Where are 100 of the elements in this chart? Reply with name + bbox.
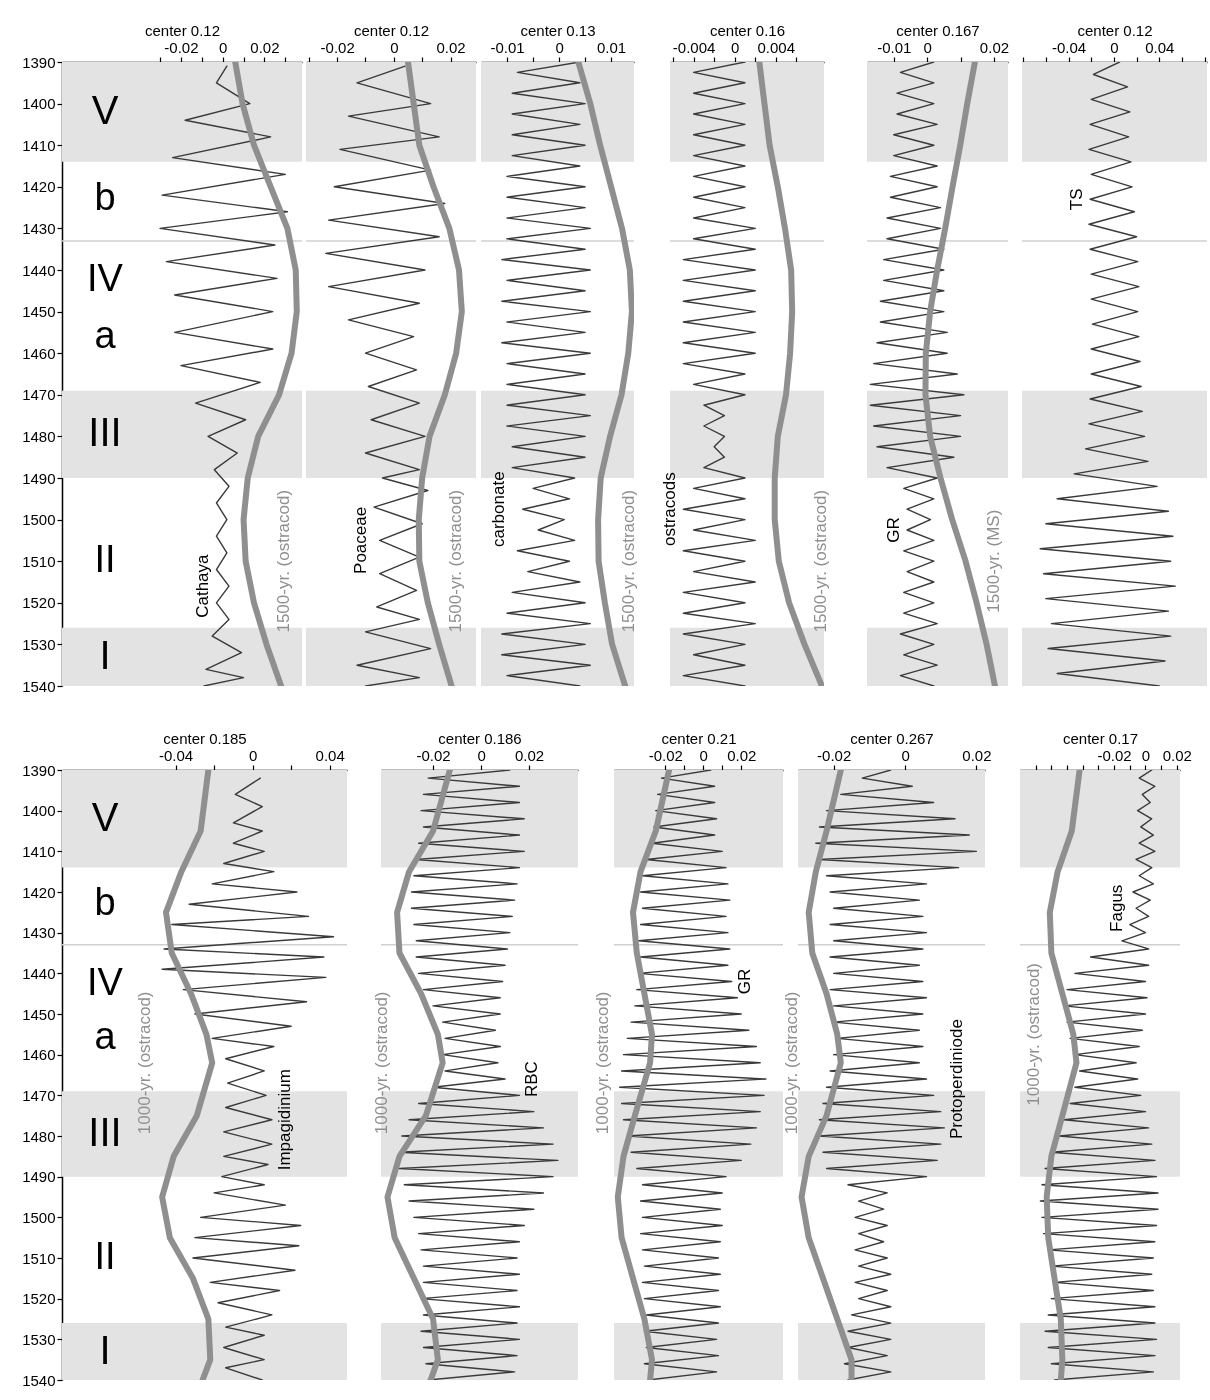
annotation: b — [94, 176, 116, 219]
annotation: a — [94, 313, 117, 356]
x-tick-label: -0.04 — [159, 746, 194, 764]
text: Cathaya — [193, 553, 213, 618]
y-tick-label: 1450 — [22, 1005, 56, 1023]
x-tick-label: 0.02 — [514, 746, 545, 764]
x-tick-label: 0.02 — [727, 746, 757, 764]
x-axis-title: center 0.186 — [438, 729, 522, 747]
band-label: I — [99, 1327, 111, 1372]
y-tick-label: 1440 — [22, 964, 56, 982]
y-tick-label: 1430 — [22, 924, 56, 942]
x-tick-label: 0 — [923, 38, 932, 56]
y-tick-label: 1500 — [22, 1208, 56, 1226]
y-tick-label: 1420 — [22, 178, 56, 196]
x-tick-label: -0.02 — [164, 38, 199, 56]
annotation: II — [94, 538, 116, 581]
x-tick-label: 0 — [1110, 38, 1119, 56]
annotation: a — [94, 1015, 117, 1058]
y-tick-label: 1410 — [22, 842, 56, 860]
x-tick-label: -0.01 — [490, 38, 525, 56]
text: carbonate — [489, 471, 509, 548]
x-tick-label: 0.02 — [979, 38, 1010, 56]
x-axis-title: center 0.13 — [520, 21, 596, 39]
text: 1500-yr. (MS) — [983, 509, 1003, 613]
x-tick-label: 0 — [555, 38, 564, 56]
x-tick-label: 0 — [390, 38, 399, 56]
band-label: III — [88, 1109, 122, 1154]
text: 1500-yr. (ostracod) — [273, 489, 293, 633]
x-tick-label: 0 — [219, 38, 228, 56]
x-axis-title: center 0.12 — [1077, 21, 1153, 39]
y-tick-label: 1470 — [22, 386, 56, 404]
x-tick-label: -0.004 — [672, 38, 716, 56]
x-tick-label: 0 — [477, 746, 486, 764]
x-tick-label: -0.02 — [1097, 746, 1132, 764]
text: Impagidinium — [274, 1069, 294, 1171]
y-tick-label: 1520 — [22, 1290, 56, 1308]
x-tick-label: -0.02 — [817, 746, 852, 764]
x-tick-label: -0.04 — [1051, 38, 1087, 56]
y-tick-label: 1430 — [22, 219, 56, 237]
y-tick-label: 1400 — [22, 95, 56, 113]
y-tick-label: 1530 — [22, 1330, 56, 1348]
x-tick-label: 0.02 — [962, 746, 992, 764]
annotation: II — [94, 1235, 116, 1277]
y-tick-label: 1510 — [22, 1249, 56, 1267]
x-tick-label: 0.01 — [597, 38, 627, 56]
y-tick-label: 1450 — [22, 303, 56, 321]
y-tick-label: 1390 — [22, 53, 56, 71]
y-tick-label: 1510 — [22, 552, 56, 570]
annotation: IV — [87, 960, 124, 1003]
text: 1000-yr. (ostracod) — [372, 991, 392, 1135]
x-tick-label: 0 — [1141, 746, 1151, 764]
text: 1000-yr. (ostracod) — [781, 991, 801, 1135]
y-tick-label: 1460 — [22, 1046, 56, 1064]
y-tick-label: 1400 — [22, 802, 56, 820]
y-tick-label: 1500 — [22, 511, 56, 529]
text: RBC — [522, 1061, 542, 1098]
y-tick-label: 1490 — [22, 1168, 56, 1186]
text: 1500-yr. (ostracod) — [811, 489, 831, 633]
y-tick-label: 1480 — [22, 1127, 56, 1145]
band-label: V — [91, 794, 119, 839]
x-axis-title: center 0.185 — [163, 729, 247, 747]
x-tick-label: 0.04 — [1145, 38, 1175, 56]
y-tick-label: 1420 — [22, 883, 56, 901]
x-axis-title: center 0.21 — [661, 729, 737, 747]
y-tick-label: 1440 — [22, 261, 56, 279]
x-tick-label: -0.02 — [320, 38, 355, 56]
x-axis-title: center 0.12 — [144, 21, 221, 39]
y-tick-label: 1410 — [22, 136, 56, 154]
text: Protoperdiniode — [947, 1019, 967, 1140]
y-tick-label: 1490 — [22, 469, 56, 487]
x-tick-label: -0.02 — [416, 746, 451, 764]
x-axis-title: center 0.12 — [353, 21, 430, 39]
band-label: I — [99, 632, 111, 677]
x-axis-title: center 0.267 — [850, 729, 934, 747]
text: TS — [1067, 188, 1087, 211]
x-tick-label: 0 — [901, 746, 910, 764]
x-tick-label: -0.02 — [648, 746, 683, 764]
annotation: IV — [87, 257, 124, 300]
y-tick-label: 1480 — [22, 427, 56, 445]
annotation: b — [94, 881, 116, 924]
x-axis-title: center 0.16 — [709, 21, 786, 39]
x-tick-label: 0.02 — [250, 38, 280, 56]
y-tick-label: 1540 — [22, 677, 56, 695]
x-tick-label: 0.04 — [315, 746, 345, 764]
y-tick-label: 1540 — [22, 1371, 56, 1389]
y-tick-label: 1520 — [22, 594, 56, 612]
x-tick-label: 0 — [731, 38, 740, 56]
text: GR — [734, 968, 754, 995]
x-tick-label: 0.02 — [1162, 746, 1192, 764]
x-tick-label: 0.02 — [436, 38, 466, 56]
text: Fagus — [1106, 884, 1126, 932]
text: Poaceae — [351, 506, 370, 574]
text: 1000-yr. (ostracod) — [135, 991, 155, 1135]
y-tick-label: 1530 — [22, 635, 56, 653]
text: 1000-yr. (ostracod) — [592, 991, 612, 1135]
y-tick-label: 1470 — [22, 1086, 56, 1104]
x-tick-label: 0.004 — [757, 38, 796, 56]
x-tick-label: -0.01 — [877, 38, 912, 56]
band-label: V — [91, 87, 119, 132]
x-axis-title: center 0.167 — [896, 21, 980, 39]
